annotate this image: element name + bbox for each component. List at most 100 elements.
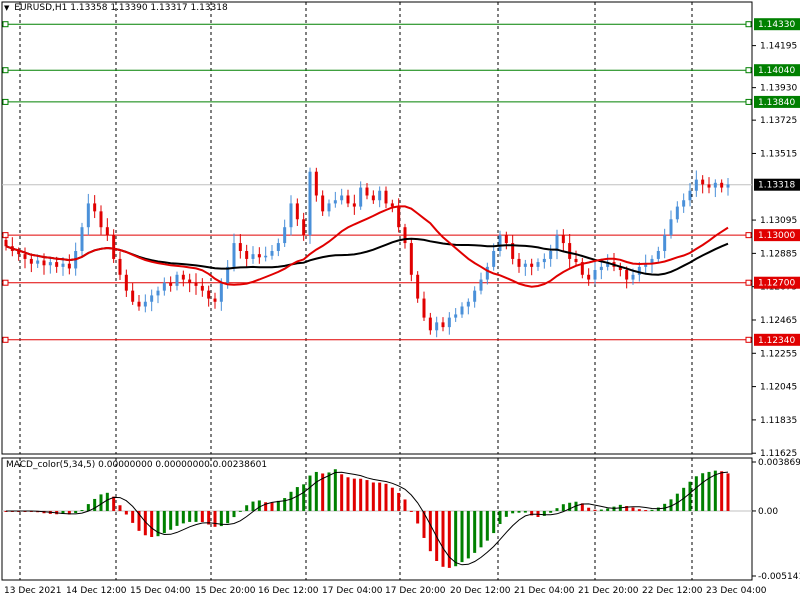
candle-body (67, 263, 71, 269)
macd-histogram-bar (207, 510, 211, 525)
candle-body (454, 314, 458, 318)
macd-histogram-bar (504, 510, 508, 517)
level-handle-right[interactable] (745, 67, 752, 74)
macd-histogram-bar (99, 494, 103, 511)
level-price-tag (754, 18, 800, 31)
candle-body (340, 195, 344, 201)
macd-histogram-bar (245, 505, 249, 511)
level-handle-right[interactable] (745, 336, 752, 343)
time-axis-label: 16 Dec 12:00 (258, 586, 319, 596)
candle-body (17, 250, 21, 255)
candle-body (352, 203, 356, 207)
time-axis-label: 23 Dec 04:00 (706, 586, 767, 596)
time-axis-label: 20 Dec 12:00 (450, 586, 511, 596)
candle-body (625, 270, 629, 280)
candle-body (682, 200, 686, 207)
macd-histogram-bar (378, 482, 382, 511)
level-handle-left[interactable] (2, 21, 9, 28)
macd-histogram-bar (61, 510, 65, 514)
macd-histogram-bar (238, 510, 242, 512)
level-handle-right[interactable] (745, 98, 752, 105)
candle-body (561, 235, 565, 244)
candle-body (694, 179, 698, 191)
candle-body (371, 195, 375, 201)
candle-body (289, 203, 293, 228)
macd-histogram-bar (568, 502, 572, 511)
macd-histogram-bar (707, 471, 711, 511)
macd-histogram-bar (593, 509, 597, 511)
candle-body (226, 266, 230, 283)
time-axis-label: 15 Dec 20:00 (195, 586, 256, 596)
candle-body (118, 258, 122, 275)
level-handle-right[interactable] (745, 279, 752, 286)
macd-histogram-bar (644, 510, 648, 512)
macd-tick-label: -0.005141 (758, 572, 800, 582)
fast-ma-line (5, 205, 729, 288)
candle-body (536, 262, 540, 267)
macd-histogram-bar (669, 499, 673, 511)
candle-body (580, 262, 584, 275)
macd-histogram-bar (384, 483, 388, 511)
price-tick-label: 1.12465 (760, 316, 797, 326)
candle-body (232, 243, 236, 267)
level-handle-left[interactable] (2, 336, 9, 343)
macd-histogram-bar (80, 510, 84, 512)
macd-histogram-bar (131, 510, 135, 523)
current-price-tag (754, 178, 800, 191)
macd-histogram-bar (302, 484, 306, 511)
candle-body (669, 219, 673, 236)
macd-histogram-bar (283, 498, 287, 511)
candle-body (517, 258, 521, 267)
macd-histogram-bar (688, 481, 692, 511)
macd-histogram-bar (93, 498, 97, 511)
candle-body (156, 290, 160, 296)
macd-histogram-bar (365, 480, 369, 511)
macd-histogram-bar (561, 504, 565, 511)
macd-histogram-bar (86, 504, 90, 511)
candle-body (549, 250, 553, 259)
macd-histogram-bar (523, 510, 527, 513)
macd-histogram-bar (428, 510, 432, 552)
chevron-down-icon[interactable]: ▼ (4, 4, 10, 12)
macd-histogram-bar (403, 499, 407, 511)
candle-body (48, 262, 52, 266)
level-handle-left[interactable] (2, 98, 9, 105)
candle-body (504, 235, 508, 244)
macd-histogram-bar (530, 510, 534, 516)
candle-body (194, 282, 198, 286)
time-axis-label: 14 Dec 12:00 (66, 586, 127, 596)
candle-body (631, 274, 635, 280)
level-handle-right[interactable] (745, 21, 752, 28)
macd-histogram-bar (194, 510, 198, 522)
candle-body (93, 203, 97, 212)
macd-histogram-bar (637, 509, 641, 511)
price-tick-label: 1.12045 (760, 383, 797, 393)
candle-body (403, 227, 407, 244)
level-handle-left[interactable] (2, 67, 9, 74)
level-price-tag (754, 333, 800, 346)
macd-histogram-bar (555, 508, 559, 511)
candle-body (460, 306, 464, 315)
candle-body (593, 270, 597, 280)
candle-body (295, 203, 299, 220)
candle-body (105, 227, 109, 236)
macd-histogram-bar (694, 476, 698, 511)
level-handle-left[interactable] (2, 279, 9, 286)
level-handle-right[interactable] (745, 232, 752, 239)
macd-histogram-bar (67, 510, 71, 515)
candle-body (276, 243, 280, 251)
candle-body (384, 190, 388, 204)
candle-body (327, 203, 331, 212)
candle-body (143, 301, 147, 307)
candle-body (4, 239, 8, 247)
macd-histogram-bar (232, 510, 236, 518)
candle-body (606, 262, 610, 267)
price-tick-label: 1.11625 (760, 449, 797, 459)
candle-body (587, 274, 591, 280)
level-price-tag (754, 229, 800, 242)
macd-histogram-bar (542, 510, 546, 516)
macd-histogram-bar (701, 473, 705, 511)
macd-histogram-bar (251, 501, 255, 511)
